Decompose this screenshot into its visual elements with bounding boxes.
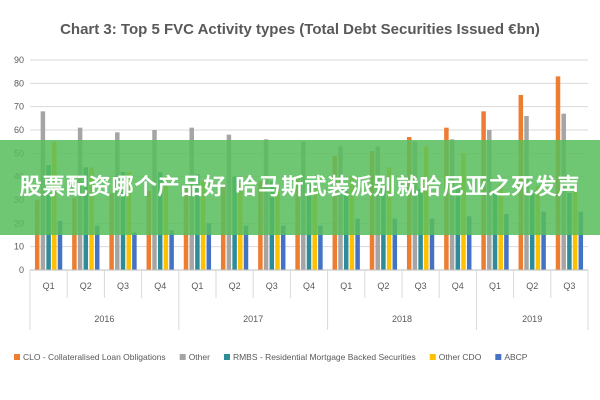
x-tick-label: Q1	[191, 281, 203, 291]
x-tick-label: Q3	[266, 281, 278, 291]
bar	[392, 218, 398, 270]
legend-item: ABCP	[495, 352, 528, 362]
year-label: 2017	[243, 314, 263, 324]
bar	[206, 223, 212, 270]
legend-swatch	[495, 354, 502, 360]
legend-item: Other	[179, 352, 210, 362]
x-tick-label: Q2	[80, 281, 92, 291]
bar	[504, 214, 509, 270]
x-tick-label: Q4	[303, 281, 315, 291]
y-tick-label: 0	[19, 265, 24, 275]
bar	[541, 211, 546, 270]
bar	[355, 218, 360, 270]
x-tick-label: Q1	[489, 281, 501, 291]
x-tick-label: Q4	[154, 281, 166, 291]
overlay-banner[interactable]: 股票配资哪个产品好 哈马斯武装派别就哈尼亚之死发声	[0, 140, 600, 235]
y-tick-label: 80	[14, 78, 24, 88]
legend-swatch	[429, 354, 436, 360]
bar	[243, 225, 249, 270]
year-label: 2019	[522, 314, 542, 324]
banner-text: 股票配资哪个产品好 哈马斯武装派别就哈尼亚之死发声	[19, 174, 581, 200]
bar	[466, 216, 472, 270]
legend-label: RMBS - Residential Mortgage Backed Secur…	[233, 352, 416, 362]
x-tick-label: Q3	[415, 281, 427, 291]
y-tick-label: 90	[14, 55, 24, 65]
x-tick-label: Q3	[117, 281, 129, 291]
series-abcp	[57, 211, 584, 270]
year-label: 2018	[392, 314, 412, 324]
x-tick-label: Q1	[43, 281, 55, 291]
x-tick-label: Q2	[526, 281, 538, 291]
bar	[318, 225, 323, 270]
chart-title: Chart 3: Top 5 FVC Activity types (Total…	[60, 21, 540, 38]
legend: CLO - Collateralised Loan Obligations Oth…	[14, 352, 528, 362]
bar	[57, 221, 63, 270]
legend-label: Other CDO	[439, 352, 482, 362]
legend-label: ABCP	[504, 352, 527, 362]
bar	[34, 200, 40, 270]
x-tick-label: Q2	[229, 281, 241, 291]
legend-item: CLO - Collateralised Loan Obligations	[14, 352, 166, 362]
y-tick-label: 10	[14, 242, 24, 252]
x-tick-label: Q1	[340, 281, 352, 291]
legend-swatch	[179, 354, 186, 360]
x-axis: Q1 Q2 Q3 Q4 2016 Q1 Q2 Q3 Q4 2017 Q1 Q2 Q3 Q4 2018 Q1 Q2…	[29, 269, 589, 330]
legend-label: CLO - Collateralised Loan Obligations	[23, 352, 166, 362]
bar	[429, 218, 435, 270]
legend-swatch	[14, 354, 20, 360]
legend-label: Other	[189, 352, 210, 362]
legend-swatch	[223, 354, 230, 360]
bar	[169, 230, 174, 270]
y-tick-label: 70	[14, 102, 24, 112]
y-tick-label: 60	[14, 125, 24, 135]
bar	[132, 232, 137, 270]
legend-item: RMBS - Residential Mortgage Backed Secur…	[223, 352, 416, 362]
legend-item: Other CDO	[429, 352, 482, 362]
bar	[578, 211, 584, 270]
year-label: 2016	[94, 314, 114, 324]
x-tick-label: Q2	[377, 281, 389, 291]
bar	[280, 225, 286, 270]
x-tick-label: Q4	[452, 281, 464, 291]
x-tick-label: Q3	[563, 281, 575, 291]
bar	[94, 225, 100, 270]
